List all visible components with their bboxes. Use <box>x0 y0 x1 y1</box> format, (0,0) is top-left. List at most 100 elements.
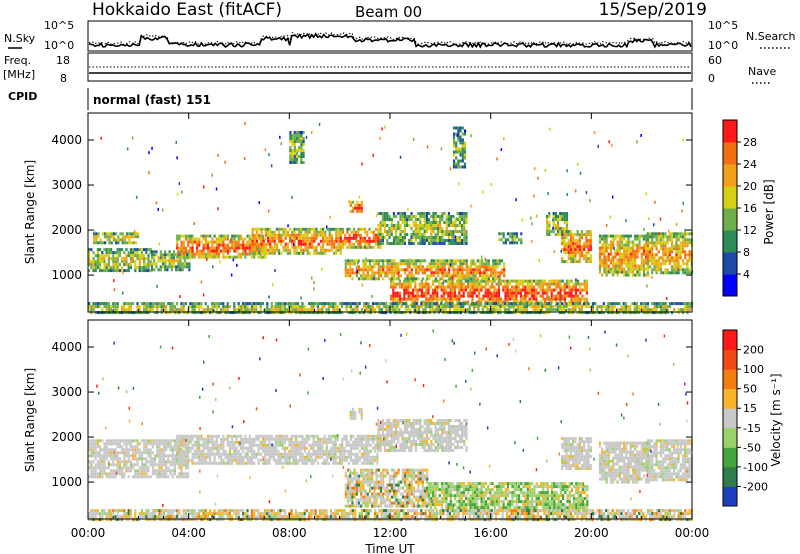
power-cell <box>164 268 167 272</box>
power-cell <box>623 234 626 238</box>
power-cell <box>461 230 464 233</box>
power-cell <box>587 251 590 255</box>
power-cell <box>140 257 143 261</box>
velocity-cell <box>125 439 128 443</box>
power-cell <box>355 230 358 234</box>
power-cell <box>341 305 344 309</box>
power-cell <box>645 249 648 253</box>
power-cell <box>533 288 536 292</box>
power-cell <box>646 244 649 248</box>
power-cell <box>405 297 408 301</box>
power-cell <box>500 238 503 242</box>
power-cell <box>259 305 262 309</box>
power-cell <box>410 262 413 266</box>
power-cell <box>569 251 573 255</box>
power-cell <box>368 236 371 240</box>
power-cell <box>377 239 380 243</box>
power-cell <box>511 238 514 242</box>
velocity-cell <box>127 442 130 446</box>
power-cell <box>436 215 439 218</box>
power-cell <box>563 285 566 289</box>
velocity-cell <box>103 442 106 446</box>
power-cell <box>679 244 682 248</box>
power-cell <box>550 297 553 301</box>
power-cell <box>138 311 141 315</box>
power-cell <box>646 259 649 263</box>
power-cell <box>532 311 535 315</box>
power-cell <box>90 260 93 264</box>
power-cell <box>127 302 130 306</box>
power-cell <box>188 268 191 272</box>
power-cell <box>474 268 477 272</box>
power-cell <box>618 302 621 306</box>
power-cell <box>500 282 503 286</box>
power-cell <box>568 279 571 283</box>
power-cell <box>291 158 294 161</box>
power-cell <box>486 302 489 306</box>
power-cell <box>414 288 417 292</box>
velocity-cell <box>209 458 212 462</box>
power-cell <box>458 282 461 286</box>
power-cell <box>242 249 245 253</box>
power-cell <box>113 279 115 283</box>
power-cell <box>642 261 646 265</box>
power-cell <box>267 233 270 237</box>
velocity-cell <box>101 448 104 452</box>
power-cell <box>180 249 183 253</box>
power-cell <box>474 265 477 269</box>
power-cell <box>378 308 381 312</box>
power-cell <box>357 265 361 269</box>
power-cell <box>559 227 562 230</box>
power-cell <box>147 311 150 315</box>
velocity-cell <box>167 469 170 473</box>
power-cell <box>136 311 139 315</box>
velocity-cell <box>222 440 225 444</box>
power-cell <box>303 308 306 312</box>
power-cell <box>425 291 428 295</box>
velocity-cell <box>92 469 95 473</box>
power-cell <box>322 230 325 234</box>
power-cell <box>209 240 212 244</box>
power-cell <box>655 241 658 245</box>
power-cell <box>679 256 682 260</box>
power-cell <box>686 238 689 242</box>
power-cell <box>381 221 384 224</box>
power-cell <box>570 303 573 307</box>
power-cell <box>627 308 630 312</box>
velocity-cell <box>187 434 190 438</box>
power-cell <box>567 254 570 258</box>
power-cell <box>431 288 434 292</box>
power-cell <box>622 302 625 306</box>
power-cell <box>495 291 498 295</box>
power-cell <box>282 248 285 252</box>
power-cell <box>436 227 439 230</box>
power-cell <box>284 236 287 240</box>
power-cell <box>293 251 296 255</box>
power-cell <box>350 236 353 240</box>
power-cell <box>348 233 351 237</box>
velocity-cell <box>171 439 174 443</box>
power-cell <box>159 259 162 263</box>
velocity-cell <box>101 457 104 461</box>
power-cell <box>107 266 110 270</box>
power-cell <box>412 274 416 278</box>
power-cell <box>172 259 176 263</box>
power-cell <box>253 248 256 252</box>
velocity-cell <box>127 466 130 470</box>
power-cell <box>258 227 261 231</box>
power-cell <box>271 245 274 249</box>
power-cell <box>434 259 438 263</box>
power-cell <box>337 239 340 243</box>
velocity-cell <box>209 455 212 459</box>
power-cell <box>664 271 667 275</box>
velocity-cell <box>88 454 91 458</box>
power-cell <box>398 291 401 295</box>
power-cell <box>521 302 524 306</box>
power-cell <box>515 282 518 286</box>
power-cell <box>419 239 422 242</box>
power-cell <box>452 153 456 157</box>
power-cell <box>302 239 305 243</box>
power-cell <box>625 270 628 274</box>
power-cell <box>351 262 354 266</box>
